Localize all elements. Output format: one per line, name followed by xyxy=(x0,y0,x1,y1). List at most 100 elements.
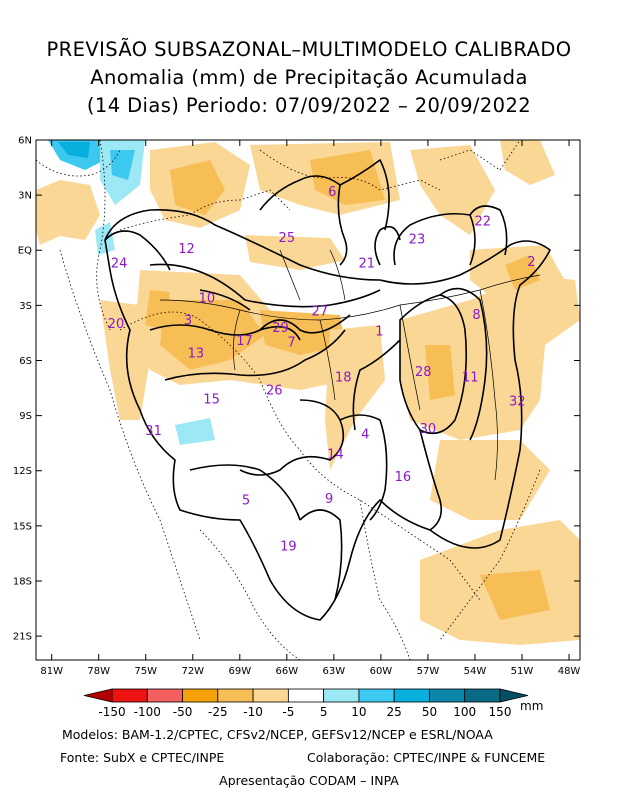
lon-label: 60W xyxy=(370,666,393,677)
colorbar-label: 5 xyxy=(320,705,328,719)
lon-label: 69W xyxy=(228,666,251,677)
basin-label: 11 xyxy=(462,371,479,386)
footer-collaboration: Colaboração: CPTEC/INPE & FUNCEME xyxy=(307,750,546,765)
colorbar-label: -150 xyxy=(98,705,125,719)
colorbar-swatch xyxy=(182,688,219,703)
colorbar-swatch xyxy=(252,688,289,703)
lon-label: 54W xyxy=(464,666,487,677)
axis-ticks xyxy=(36,139,580,660)
colorbar-label: -50 xyxy=(173,705,193,719)
basin-label: 6 xyxy=(328,185,336,200)
footer-source: Fonte: SubX e CPTEC/INPE xyxy=(60,750,225,765)
basin-label: 30 xyxy=(420,422,437,437)
colorbar-label: 50 xyxy=(422,705,437,719)
colorbar-label: -10 xyxy=(243,705,263,719)
lat-label: 6N xyxy=(18,136,32,147)
basin-label: 4 xyxy=(361,427,369,442)
lon-label: 57W xyxy=(417,666,440,677)
basin-label: 16 xyxy=(395,470,412,485)
lat-label: 18S xyxy=(13,576,32,587)
basin-label: 2 xyxy=(527,255,535,270)
basin-label: 10 xyxy=(199,292,216,307)
basin-label: 23 xyxy=(409,233,426,248)
basin-label: 29 xyxy=(272,321,289,336)
lat-label: 21S xyxy=(13,632,32,643)
colorbar-swatch xyxy=(358,688,395,703)
colorbar-label: -5 xyxy=(282,705,294,719)
colorbar-label: 25 xyxy=(387,705,402,719)
colorbar xyxy=(83,688,529,703)
lon-label: 63W xyxy=(323,666,346,677)
map-title-line3: (14 Dias) Periodo: 07/09/2022 – 20/09/20… xyxy=(86,94,532,117)
colorbar-label: -25 xyxy=(208,705,228,719)
colorbar-label: 10 xyxy=(351,705,366,719)
basin-boundaries xyxy=(104,159,551,621)
map-title-line1: PREVISÃO SUBSAZONAL–MULTIMODELO CALIBRAD… xyxy=(46,38,572,61)
rivers xyxy=(159,249,541,481)
latitude-labels: 6N 3N EQ 3S 6S 9S 12S 15S 18S 21S xyxy=(13,136,32,643)
footer-presentation: Apresentação CODAM – INPA xyxy=(219,773,399,788)
basin-label: 1 xyxy=(375,325,383,340)
map-title-line2: Anomalia (mm) de Precipitação Acumulada xyxy=(90,66,528,89)
wet-anomaly-shading xyxy=(48,140,215,445)
basin-label: 22 xyxy=(475,214,492,229)
basin-label: 13 xyxy=(188,347,205,362)
colorbar-labels: -150 -100 -50 -25 -10 -5 5 10 25 50 100 150 xyxy=(98,705,511,719)
basin-label: 8 xyxy=(472,308,480,323)
basin-label: 17 xyxy=(236,334,253,349)
basin-labels: 1234567891011121314151617181920212223242… xyxy=(108,185,536,555)
basin-label: 18 xyxy=(335,371,352,386)
lon-label: 75W xyxy=(134,666,157,677)
map-area xyxy=(36,140,580,660)
colorbar-swatch xyxy=(287,688,325,703)
anomaly-shading xyxy=(36,140,580,645)
national-borders xyxy=(36,140,541,660)
basin-label: 25 xyxy=(279,231,296,246)
basin-label: 20 xyxy=(108,317,125,332)
basin-label: 32 xyxy=(509,394,526,409)
lon-label: 78W xyxy=(87,666,110,677)
colorbar-unit: mm xyxy=(520,699,543,713)
basin-label: 27 xyxy=(311,304,328,319)
basin-label: 12 xyxy=(178,242,195,257)
map-frame xyxy=(35,139,581,661)
colorbar-swatch xyxy=(111,688,148,703)
lon-label: 66W xyxy=(276,666,299,677)
basin-label: 7 xyxy=(287,336,295,351)
lon-label: 72W xyxy=(181,666,204,677)
colorbar-label: -100 xyxy=(134,705,161,719)
colorbar-swatch xyxy=(393,688,430,703)
basin-label: 15 xyxy=(203,393,220,408)
colorbar-swatch xyxy=(499,688,529,703)
footer-models: Modelos: BAM-1.2/CPTEC, CFSv2/NCEP, GEFS… xyxy=(62,727,493,742)
colorbar-swatch xyxy=(464,688,501,703)
lon-label: 48W xyxy=(558,666,581,677)
basin-label: 3 xyxy=(184,314,192,329)
colorbar-swatch xyxy=(323,688,360,703)
basin-label: 31 xyxy=(145,424,162,439)
basin-label: 28 xyxy=(415,365,432,380)
colorbar-swatch xyxy=(217,688,254,703)
lat-label: 15S xyxy=(13,521,32,532)
basin-label: 26 xyxy=(266,383,283,398)
longitude-labels: 81W 78W 75W 72W 69W 66W 63W 60W 57W 54W 51W 48W xyxy=(40,666,580,677)
lon-label: 81W xyxy=(40,666,63,677)
basin-label: 5 xyxy=(242,494,250,509)
colorbar-swatch xyxy=(146,688,183,703)
lat-label: EQ xyxy=(18,246,32,257)
lat-label: 9S xyxy=(19,411,32,422)
colorbar-swatch xyxy=(429,688,466,703)
colorbar-label: 150 xyxy=(489,705,512,719)
lat-label: 12S xyxy=(13,466,32,477)
basin-label: 21 xyxy=(359,257,376,272)
basin-label: 19 xyxy=(280,540,297,555)
lat-label: 3N xyxy=(18,191,32,202)
basin-label: 14 xyxy=(327,448,344,463)
lat-label: 3S xyxy=(19,301,32,312)
basin-label: 9 xyxy=(325,492,333,507)
lon-label: 51W xyxy=(511,666,534,677)
lat-label: 6S xyxy=(19,356,32,367)
colorbar-swatch xyxy=(83,688,113,703)
basin-label: 24 xyxy=(111,257,128,272)
